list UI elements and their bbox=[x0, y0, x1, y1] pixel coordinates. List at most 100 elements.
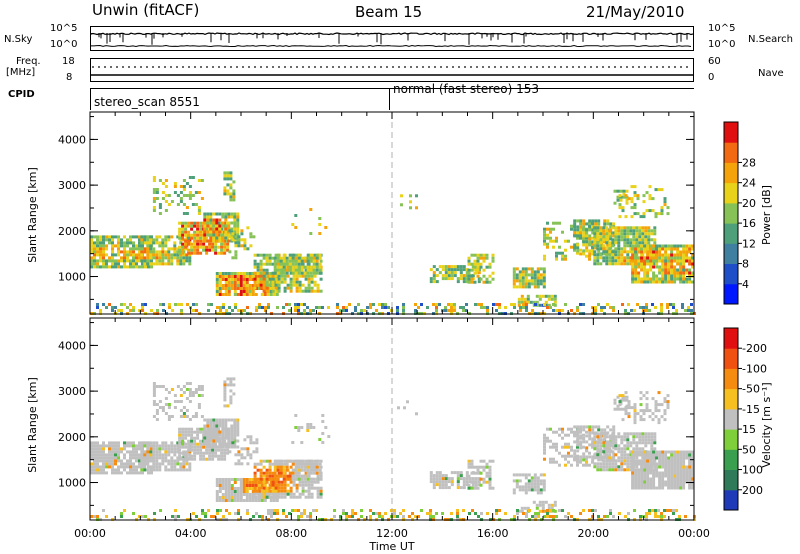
range-cell bbox=[643, 271, 647, 275]
range-cell bbox=[135, 235, 138, 239]
range-cell bbox=[527, 482, 531, 486]
range-cell bbox=[170, 447, 174, 451]
range-cell bbox=[188, 391, 192, 394]
range-cell bbox=[149, 238, 153, 242]
range-cell bbox=[456, 268, 460, 272]
range-cell bbox=[256, 283, 260, 287]
range-cell bbox=[467, 483, 471, 487]
range-cell bbox=[645, 309, 648, 312]
nave-dot bbox=[506, 66, 508, 68]
range-cell bbox=[521, 276, 525, 280]
range-cell bbox=[111, 238, 114, 242]
range-cell bbox=[688, 483, 692, 487]
range-cell bbox=[634, 244, 638, 248]
range-cell bbox=[155, 447, 159, 451]
nave-dot bbox=[308, 66, 310, 68]
range-cell bbox=[239, 478, 243, 481]
range-cell bbox=[117, 471, 120, 475]
range-cell bbox=[239, 278, 243, 281]
range-cell bbox=[470, 268, 474, 272]
range-cell bbox=[462, 268, 466, 272]
range-cell bbox=[645, 303, 648, 306]
range-cell bbox=[648, 409, 652, 413]
range-cell bbox=[158, 385, 162, 388]
range-cell bbox=[264, 306, 267, 309]
range-cell bbox=[667, 486, 671, 490]
range-cell bbox=[644, 435, 648, 439]
range-cell bbox=[450, 271, 454, 275]
range-cell bbox=[262, 256, 266, 260]
range-cell bbox=[626, 229, 630, 233]
range-cell bbox=[643, 280, 647, 284]
range-cell bbox=[476, 471, 480, 475]
range-cell bbox=[611, 459, 615, 463]
range-cell bbox=[614, 468, 618, 472]
range-cell bbox=[158, 406, 162, 409]
range-cell bbox=[280, 492, 284, 496]
range-cell bbox=[181, 245, 185, 249]
range-cell bbox=[297, 465, 301, 469]
range-cell bbox=[143, 462, 147, 466]
range-cell bbox=[203, 430, 207, 434]
range-cell bbox=[435, 477, 439, 481]
range-cell bbox=[579, 228, 583, 232]
range-cell bbox=[218, 236, 222, 240]
range-cell bbox=[176, 385, 180, 388]
range-cell bbox=[645, 191, 649, 195]
range-cell bbox=[161, 247, 165, 251]
range-cell bbox=[176, 194, 180, 197]
range-cell bbox=[647, 235, 651, 239]
range-cell bbox=[184, 457, 188, 461]
range-cell bbox=[542, 273, 546, 277]
range-cell bbox=[182, 238, 186, 242]
range-cell bbox=[617, 226, 621, 230]
range-cell bbox=[631, 280, 635, 284]
range-cell bbox=[90, 471, 93, 475]
range-cell bbox=[90, 244, 93, 248]
range-cell bbox=[215, 233, 219, 237]
range-cell bbox=[599, 253, 603, 257]
range-cell bbox=[643, 474, 647, 478]
range-cell bbox=[102, 238, 105, 242]
range-cell bbox=[459, 486, 463, 490]
range-cell bbox=[576, 228, 580, 232]
range-cell bbox=[294, 214, 298, 217]
range-cell bbox=[679, 462, 683, 466]
range-cell bbox=[117, 238, 120, 242]
nave-dot bbox=[260, 66, 262, 68]
range-cell bbox=[432, 271, 436, 275]
range-cell bbox=[206, 439, 210, 443]
range-cell bbox=[673, 474, 677, 478]
range-cell bbox=[298, 274, 302, 278]
range-cell bbox=[543, 303, 546, 306]
range-cell bbox=[300, 465, 304, 469]
range-cell bbox=[313, 289, 317, 293]
range-cell bbox=[342, 306, 345, 309]
range-cell bbox=[233, 275, 237, 278]
range-cell bbox=[240, 232, 244, 236]
range-cell bbox=[588, 437, 592, 441]
range-cell bbox=[298, 492, 302, 496]
range-cell bbox=[691, 459, 695, 463]
range-cell bbox=[649, 277, 653, 281]
range-cell bbox=[676, 453, 680, 457]
range-cell bbox=[276, 259, 280, 263]
range-cell bbox=[273, 271, 277, 275]
range-cell bbox=[541, 294, 545, 298]
range-cell bbox=[673, 247, 677, 251]
range-cell bbox=[429, 480, 433, 484]
range-cell bbox=[152, 256, 156, 260]
range-cell bbox=[591, 440, 595, 444]
range-cell bbox=[208, 454, 212, 458]
range-cell bbox=[259, 486, 263, 490]
range-cell bbox=[561, 427, 564, 431]
range-cell bbox=[658, 265, 662, 269]
range-cell bbox=[640, 462, 644, 466]
range-cell bbox=[256, 265, 260, 269]
range-cell bbox=[274, 492, 278, 496]
range-cell bbox=[117, 253, 120, 257]
range-cell bbox=[685, 268, 689, 272]
range-cell bbox=[620, 250, 624, 254]
range-cell bbox=[309, 465, 313, 469]
range-cell bbox=[218, 293, 222, 296]
